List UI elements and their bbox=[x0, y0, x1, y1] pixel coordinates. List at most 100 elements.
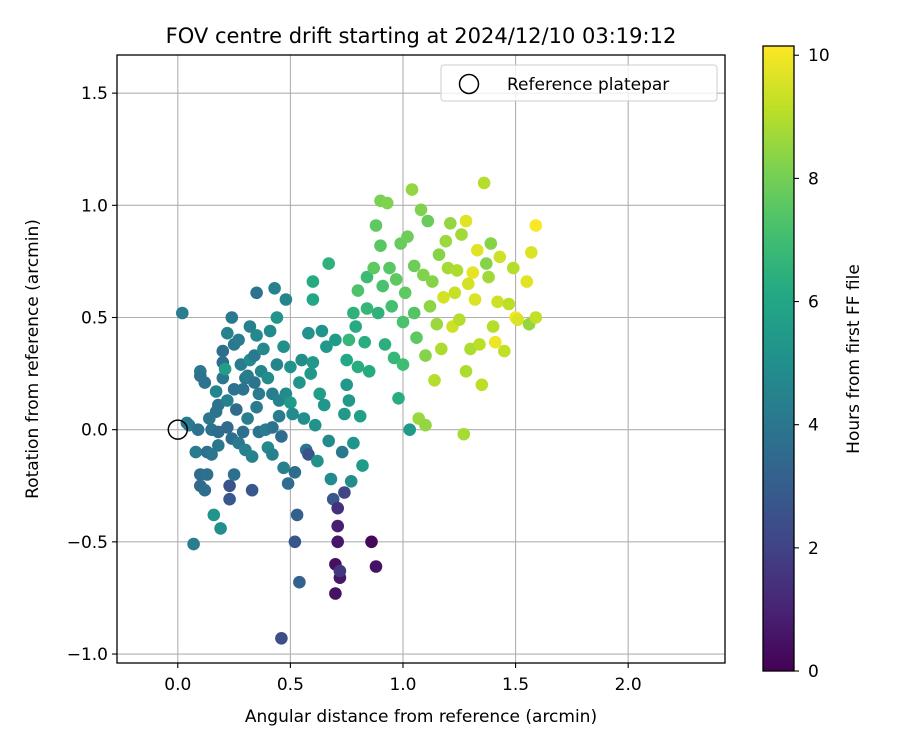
data-point bbox=[236, 383, 250, 396]
colorbar-tick-label: 0 bbox=[808, 662, 819, 682]
data-point bbox=[491, 295, 504, 309]
data-point bbox=[392, 392, 405, 405]
data-point bbox=[502, 297, 516, 311]
data-point bbox=[236, 425, 250, 439]
data-point bbox=[252, 387, 266, 401]
data-point bbox=[360, 270, 374, 284]
data-point bbox=[344, 475, 358, 488]
data-point bbox=[317, 398, 331, 412]
colorbar: 0 2 4 6 8 10 Hours from first FF file bbox=[762, 45, 864, 682]
y-tick-label: 1.0 bbox=[81, 196, 108, 216]
data-point bbox=[489, 335, 502, 349]
data-point bbox=[245, 450, 259, 463]
data-point bbox=[333, 564, 347, 578]
data-point bbox=[257, 342, 270, 356]
data-point bbox=[322, 257, 336, 270]
data-point bbox=[419, 349, 432, 362]
data-point bbox=[480, 257, 493, 270]
colorbar-tick-label: 10 bbox=[808, 46, 830, 66]
y-tick-label: 0.0 bbox=[81, 421, 108, 441]
colorbar-ticks: 0 2 4 6 8 10 bbox=[794, 46, 830, 682]
data-point bbox=[331, 519, 345, 533]
chart-title: FOV centre drift starting at 2024/12/10 … bbox=[166, 24, 677, 48]
data-point bbox=[223, 492, 236, 506]
data-point bbox=[275, 632, 288, 645]
data-point bbox=[243, 320, 257, 333]
legend-entry-reference-platepar: Reference platepar bbox=[507, 75, 669, 95]
data-point bbox=[351, 284, 365, 297]
data-point bbox=[286, 407, 299, 421]
data-point bbox=[176, 306, 189, 320]
data-point bbox=[266, 448, 279, 461]
data-point bbox=[340, 378, 354, 392]
data-point bbox=[385, 300, 399, 313]
y-tick-label: 1.5 bbox=[81, 84, 108, 104]
data-point bbox=[311, 454, 324, 468]
data-point bbox=[369, 219, 383, 232]
data-point bbox=[407, 306, 421, 320]
data-point bbox=[511, 313, 525, 327]
colorbar-tick-label: 4 bbox=[808, 416, 819, 436]
data-point bbox=[374, 239, 387, 252]
data-point bbox=[198, 483, 212, 497]
data-point bbox=[221, 421, 234, 434]
reference-platepar-marker bbox=[167, 419, 189, 440]
data-point bbox=[466, 266, 480, 279]
data-point bbox=[367, 261, 381, 275]
data-point bbox=[389, 273, 403, 286]
data-point bbox=[428, 374, 441, 387]
data-point bbox=[376, 279, 390, 293]
data-point bbox=[198, 376, 212, 389]
y-tick-label: −1.0 bbox=[67, 645, 108, 665]
plot-area: 0.0 0.5 1.0 1.5 2.0 −1.0 −0.5 0.0 0.5 1.0 1.5 bbox=[67, 54, 726, 695]
data-point bbox=[347, 306, 360, 320]
data-point bbox=[306, 293, 320, 306]
data-point bbox=[297, 412, 311, 425]
data-points bbox=[176, 176, 543, 645]
data-point bbox=[342, 333, 356, 347]
data-point bbox=[423, 300, 437, 313]
data-point bbox=[360, 302, 374, 315]
data-point bbox=[272, 409, 286, 423]
data-point bbox=[329, 587, 342, 600]
plot-frame bbox=[116, 54, 726, 664]
data-point bbox=[277, 461, 290, 475]
data-point bbox=[507, 261, 520, 275]
data-point bbox=[468, 293, 482, 306]
data-point bbox=[275, 430, 288, 443]
data-point bbox=[426, 275, 439, 288]
data-point bbox=[284, 396, 297, 410]
colorbar-label: Hours from first FF file bbox=[844, 264, 864, 454]
data-point bbox=[270, 358, 284, 371]
x-tick-label: 2.0 bbox=[615, 675, 642, 695]
data-point bbox=[462, 277, 475, 291]
data-point bbox=[250, 329, 263, 342]
data-point bbox=[293, 376, 306, 389]
data-point bbox=[459, 214, 473, 228]
data-point bbox=[338, 407, 351, 421]
data-point bbox=[342, 394, 356, 407]
data-point bbox=[453, 313, 466, 327]
data-point bbox=[320, 340, 333, 354]
data-point bbox=[356, 459, 369, 472]
data-point bbox=[248, 349, 261, 362]
data-point bbox=[308, 418, 322, 432]
data-point bbox=[295, 353, 309, 367]
data-point bbox=[405, 183, 419, 196]
data-point bbox=[189, 445, 203, 459]
data-point bbox=[304, 367, 318, 380]
x-tick-label: 1.0 bbox=[389, 675, 416, 695]
data-point bbox=[477, 176, 491, 190]
data-point bbox=[221, 394, 234, 407]
data-point bbox=[473, 338, 486, 351]
data-point bbox=[281, 477, 295, 490]
data-point bbox=[250, 400, 263, 414]
y-tick-label: 0.5 bbox=[81, 308, 108, 328]
data-point bbox=[529, 219, 543, 232]
data-point bbox=[324, 472, 338, 486]
x-tick-label: 1.5 bbox=[502, 675, 529, 695]
data-point bbox=[369, 560, 383, 573]
data-point bbox=[378, 338, 392, 351]
data-point bbox=[455, 228, 468, 241]
